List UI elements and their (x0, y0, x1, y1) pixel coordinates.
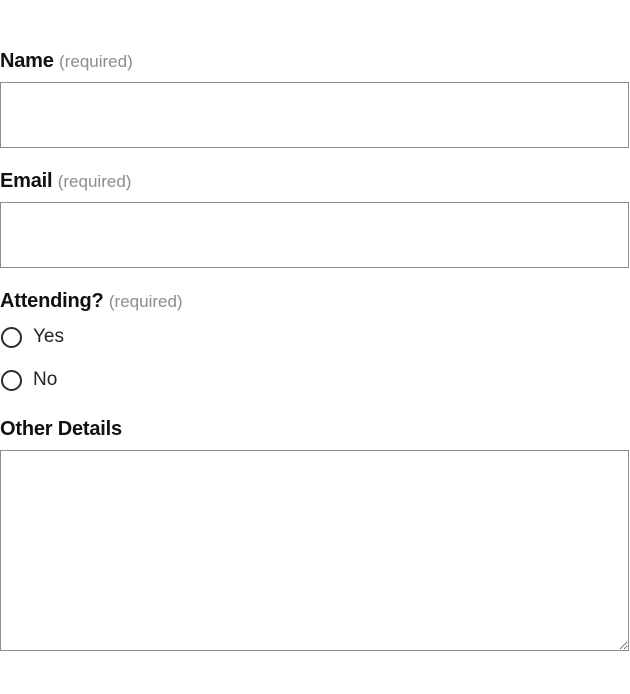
field-label-email-text: Email (0, 170, 53, 192)
required-hint-name: (required) (59, 52, 133, 71)
radio-option-no[interactable]: No (0, 369, 57, 391)
radio-option-yes[interactable]: Yes (0, 326, 64, 348)
field-label-attending-text: Attending? (0, 290, 104, 312)
field-label-email: Email (required) (0, 169, 630, 194)
field-group-name: Name (required) (0, 49, 630, 148)
radio-option-no-label: No (33, 369, 58, 390)
field-label-name-text: Name (0, 50, 54, 72)
field-label-attending: Attending? (required) (0, 289, 630, 314)
other-details-textarea[interactable] (0, 450, 629, 651)
email-input[interactable] (0, 202, 629, 268)
radio-unchecked-icon[interactable] (1, 369, 22, 391)
field-label-other-details: Other Details (0, 417, 630, 441)
radio-unchecked-icon[interactable] (1, 326, 22, 348)
field-label-other-details-text: Other Details (0, 418, 122, 440)
required-hint-attending: (required) (108, 292, 183, 311)
radio-option-yes-label: Yes (33, 326, 64, 347)
required-hint-email: (required) (57, 172, 132, 191)
field-group-other-details: Other Details (0, 417, 630, 651)
field-label-name: Name (required) (0, 49, 630, 74)
field-group-attending: Attending? (required) (0, 289, 630, 314)
field-group-email: Email (required) (0, 169, 630, 268)
name-input[interactable] (0, 82, 629, 148)
